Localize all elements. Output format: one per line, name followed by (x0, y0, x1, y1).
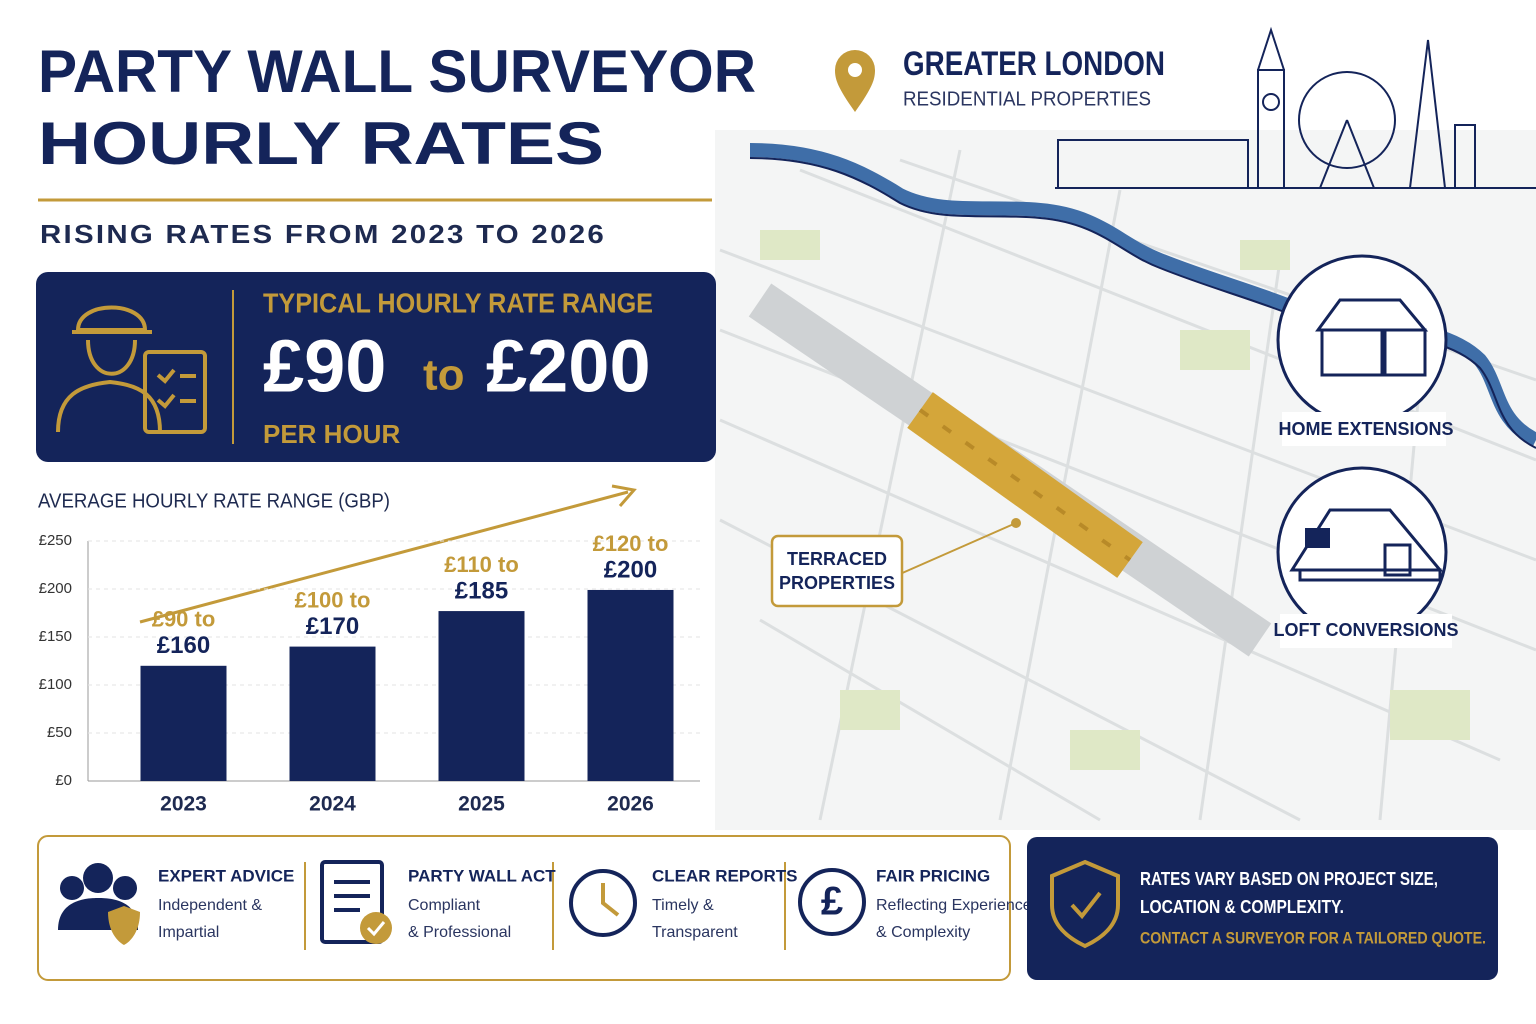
notice-cta: CONTACT A SURVEYOR FOR A TAILORED QUOTE. (1140, 928, 1486, 947)
bar-label-low: £110 to (444, 552, 519, 577)
rate-high: £200 (486, 325, 651, 408)
feature-title: FAIR PRICING (876, 866, 990, 885)
features-panel (37, 835, 1011, 981)
terraced-box (770, 534, 904, 608)
bar-label-low: £90 to (152, 607, 216, 632)
bar (140, 665, 227, 781)
location-pin (835, 50, 875, 112)
pointer-line (899, 522, 1017, 575)
chart-title: AVERAGE HOURLY RATE RANGE (GBP) (38, 490, 390, 512)
notice-line: RATES VARY BASED ON PROJECT SIZE, (1140, 869, 1438, 889)
feature-text: Timely & (652, 897, 714, 914)
x-tick-label: 2024 (309, 793, 356, 816)
feature-icons: £ (58, 860, 866, 945)
notice-line: LOCATION & COMPLEXITY. (1140, 897, 1344, 917)
bar (587, 589, 674, 781)
feature-text: Transparent (652, 924, 738, 941)
rate-connector: to (423, 351, 465, 400)
y-tick-label: £250 (39, 532, 72, 549)
extension-icon (1276, 254, 1448, 426)
terraced-label: PROPERTIES (779, 573, 895, 593)
notice-box (1027, 837, 1498, 980)
feature-text: & Complexity (876, 924, 970, 941)
bar-label-low: £120 to (593, 531, 669, 556)
bar (438, 611, 525, 781)
title-line-1: PARTY WALL SURVEYOR (38, 38, 756, 105)
feature-title: PARTY WALL ACT (408, 866, 556, 885)
y-tick-label: £100 (39, 676, 72, 693)
x-tick-label: 2023 (160, 793, 207, 816)
rate-heading: TYPICAL HOURLY RATE RANGE (263, 287, 653, 318)
feature-title: CLEAR REPORTS (652, 866, 797, 885)
subtitle: RISING RATES FROM 2023 TO 2026 (40, 219, 606, 249)
svg-text:£: £ (821, 880, 843, 924)
rate-low: £90 (263, 325, 386, 408)
bar-label-high: £185 (455, 577, 508, 604)
bar-label-high: £170 (306, 613, 359, 640)
feature-text: Independent & (158, 897, 262, 914)
feature-text: Reflecting Experience (876, 897, 1032, 914)
terraced-label: TERRACED (787, 549, 887, 569)
chart: £0 £50 £100 £150 £200 £250 2023 £90 to£160 2024 £… (39, 531, 700, 816)
feature-text: Impartial (158, 924, 219, 941)
y-tick-label: £50 (47, 724, 72, 741)
trend-arrow (139, 490, 629, 624)
rate-unit: PER HOUR (263, 419, 400, 449)
y-tick-label: £200 (39, 580, 72, 597)
project-type: LOFT CONVERSIONS (1273, 620, 1458, 640)
bar-label-high: £160 (157, 632, 210, 659)
feature-text: Compliant (408, 897, 481, 914)
project-type: HOME EXTENSIONS (1278, 419, 1453, 439)
feature-title: EXPERT ADVICE (158, 866, 294, 885)
y-tick-label: £0 (55, 772, 72, 789)
feature-text: & Professional (408, 924, 511, 941)
bar-label-low: £100 to (295, 587, 371, 612)
location-name: GREATER LONDON (903, 45, 1165, 83)
x-tick-label: 2026 (607, 793, 654, 816)
y-tick-label: £150 (39, 628, 72, 645)
x-tick-label: 2025 (458, 793, 505, 816)
bar (289, 646, 376, 781)
location-subtitle: RESIDENTIAL PROPERTIES (903, 88, 1151, 110)
title-line-2: HOURLY RATES (38, 110, 604, 177)
shield-icon (1050, 859, 1120, 949)
bar-label-high: £200 (604, 556, 657, 583)
surveyor-icon (56, 305, 207, 434)
